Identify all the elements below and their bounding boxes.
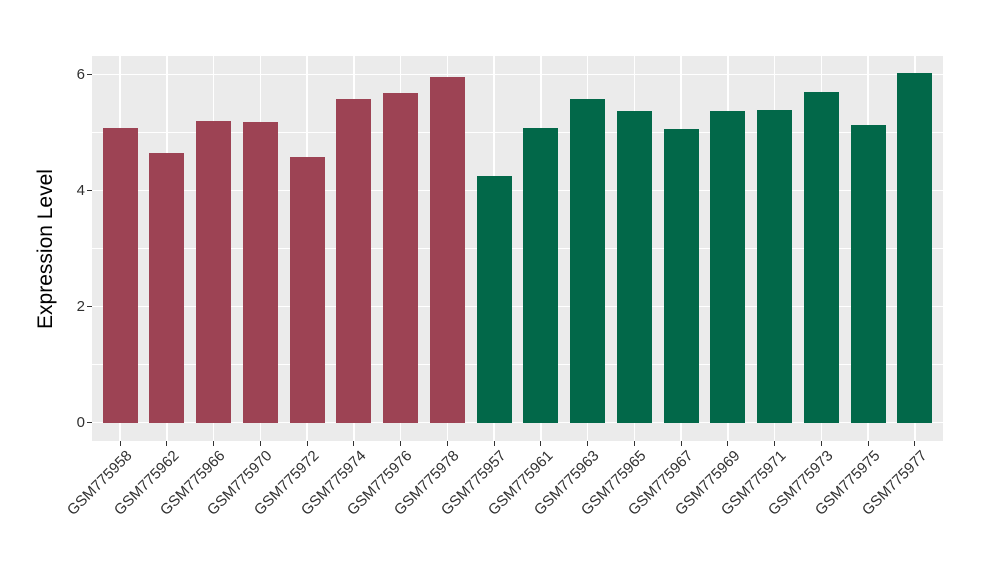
x-tick-mark — [493, 441, 495, 446]
bar-GSM775967 — [663, 129, 699, 423]
y-tick-label: 4 — [76, 181, 85, 199]
x-tick-mark — [914, 441, 916, 446]
bar-GSM775975 — [850, 125, 886, 423]
x-tick-mark — [306, 441, 308, 446]
y-tick-label: 0 — [76, 414, 85, 432]
x-tick-mark — [633, 441, 635, 446]
plot-panel — [92, 56, 943, 441]
y-tick-mark — [87, 422, 92, 424]
y-tick-label: 2 — [76, 298, 85, 316]
bar-GSM775965 — [616, 111, 652, 423]
major-gridline — [92, 305, 943, 308]
y-tick-mark — [87, 306, 92, 308]
bar-GSM775963 — [570, 98, 606, 423]
x-tick-mark — [867, 441, 869, 446]
x-tick-mark — [259, 441, 261, 446]
x-tick-mark — [119, 441, 121, 446]
x-tick-mark — [587, 441, 589, 446]
x-tick-mark — [446, 441, 448, 446]
x-tick-mark — [166, 441, 168, 446]
bar-GSM775977 — [897, 73, 933, 423]
y-axis-title-wrap: Expression Level — [24, 56, 68, 441]
bar-GSM775961 — [523, 128, 559, 423]
bar-GSM775978 — [429, 77, 465, 423]
x-tick-mark — [353, 441, 355, 446]
bar-GSM775957 — [476, 176, 512, 423]
x-tick-mark — [213, 441, 215, 446]
y-tick-mark — [87, 189, 92, 191]
minor-gridline — [92, 364, 943, 366]
bar-GSM775970 — [242, 121, 278, 423]
y-tick-mark — [87, 73, 92, 75]
major-gridline — [92, 189, 943, 192]
x-tick-mark — [400, 441, 402, 446]
x-tick-mark — [820, 441, 822, 446]
bar-GSM775962 — [149, 152, 185, 423]
bar-GSM775976 — [383, 92, 419, 423]
minor-gridline — [92, 248, 943, 249]
bar-GSM775969 — [710, 111, 746, 423]
bar-GSM775971 — [757, 110, 793, 423]
bar-GSM775972 — [289, 156, 325, 423]
x-tick-mark — [774, 441, 776, 446]
x-tick-mark — [680, 441, 682, 446]
bar-GSM775966 — [196, 120, 232, 423]
x-tick-mark — [540, 441, 542, 446]
bar-GSM775973 — [803, 91, 839, 423]
bar-GSM775958 — [102, 127, 138, 423]
x-tick-mark — [727, 441, 729, 446]
minor-gridline — [92, 131, 943, 133]
major-gridline — [92, 73, 943, 75]
major-gridline — [92, 422, 943, 424]
bar-GSM775974 — [336, 99, 372, 423]
y-tick-label: 6 — [76, 65, 85, 83]
